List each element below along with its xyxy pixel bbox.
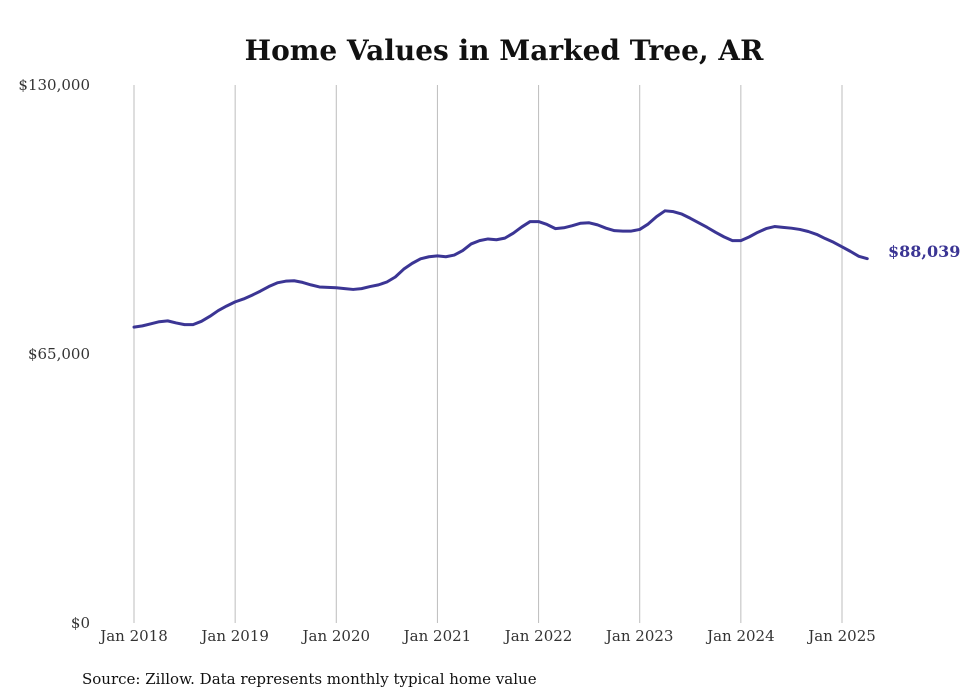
x-tick-label: Jan 2023: [604, 627, 674, 645]
series-group: [132, 209, 869, 329]
y-tick-label: $0: [71, 614, 90, 632]
x-tick-label: Jan 2020: [301, 627, 371, 645]
y-axis: $0 $65,000 $130,000: [18, 76, 90, 632]
x-tick-label: Jan 2025: [806, 627, 876, 645]
x-tick-label: Jan 2024: [705, 627, 775, 645]
gridlines: [133, 85, 843, 623]
x-tick-label: Jan 2022: [503, 627, 573, 645]
y-tick-label: $65,000: [28, 345, 90, 363]
series-line: [132, 209, 869, 329]
y-tick-label: $130,000: [18, 76, 90, 94]
x-axis: Jan 2018 Jan 2019 Jan 2020 Jan 2021 Jan 2022…: [98, 627, 876, 645]
chart-title: Home Values in Marked Tree, AR: [245, 34, 765, 67]
x-tick-label: Jan 2021: [402, 627, 472, 645]
end-value-label: $88,039: [888, 242, 960, 261]
source-note: Source: Zillow. Data represents monthly …: [82, 670, 537, 688]
x-tick-label: Jan 2018: [98, 627, 168, 645]
x-tick-label: Jan 2019: [199, 627, 269, 645]
